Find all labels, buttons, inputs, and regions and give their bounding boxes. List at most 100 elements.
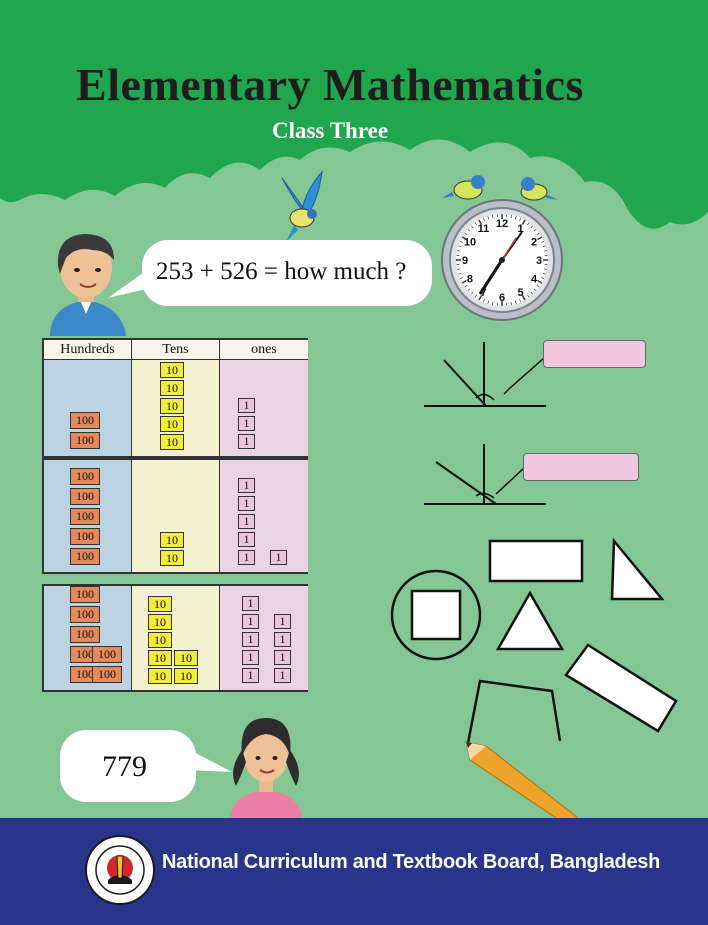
place-value-column xyxy=(220,460,308,572)
answer-bubble: 779 xyxy=(60,730,196,802)
clock-tick xyxy=(514,300,517,304)
hundred-block: 100 xyxy=(70,606,100,623)
clock-tick xyxy=(543,250,548,252)
hundred-block: 100 xyxy=(70,468,100,485)
one-block: 1 xyxy=(242,596,259,611)
ten-block: 10 xyxy=(160,550,184,566)
clock-tick xyxy=(533,228,537,232)
one-block: 1 xyxy=(238,416,255,431)
ten-block: 10 xyxy=(160,532,184,548)
clock-tick xyxy=(519,299,522,303)
clock-tick xyxy=(464,284,468,288)
geometric-shapes xyxy=(390,537,678,744)
clock-number: 10 xyxy=(464,237,476,249)
ten-block: 10 xyxy=(148,596,172,612)
clock-tick xyxy=(530,291,534,295)
clock-tick xyxy=(467,288,471,292)
column-header: Hundreds xyxy=(44,340,132,360)
clock-tick xyxy=(470,291,474,295)
ten-block: 10 xyxy=(160,380,184,396)
clock-tick xyxy=(492,301,494,306)
one-block: 1 xyxy=(274,632,291,647)
place-value-table: 100 100 100 100 100 10 10 1 1 1 1 1 1 xyxy=(42,458,308,574)
clock-tick xyxy=(533,288,537,292)
column-header: Tens xyxy=(132,340,220,360)
one-block: 1 xyxy=(238,478,255,493)
clock-tick xyxy=(514,216,517,220)
nctb-logo-icon xyxy=(85,835,155,905)
angle-label-box-2 xyxy=(523,453,639,481)
angle-label-box xyxy=(543,340,646,368)
hundred-block: 100 xyxy=(70,508,100,525)
boy-illustration xyxy=(50,234,126,336)
clock-tick xyxy=(467,228,471,232)
clock-tick xyxy=(510,301,512,306)
clock-tick xyxy=(537,279,543,284)
one-block: 1 xyxy=(242,632,259,647)
ten-block: 10 xyxy=(148,668,172,684)
clock-tick xyxy=(459,240,463,243)
place-value-table: Hundreds Tens ones 100 100 10 10 10 10 10 1 1 1 xyxy=(42,338,308,458)
ten-block: 10 xyxy=(174,668,198,684)
ten-block: 10 xyxy=(148,650,172,666)
clock-number: 8 xyxy=(467,274,473,286)
clock-tick xyxy=(482,299,485,303)
one-block: 1 xyxy=(270,550,287,565)
clock-tick xyxy=(521,295,526,301)
clock-number: 7 xyxy=(480,287,486,299)
book-title: Elementary Mathematics xyxy=(76,59,584,110)
hundred-block: 100 xyxy=(70,626,100,643)
clock-tick xyxy=(526,294,530,298)
clock-tick xyxy=(541,240,545,243)
one-block: 1 xyxy=(242,614,259,629)
ten-block: 10 xyxy=(160,362,184,378)
clock-tick xyxy=(461,236,467,241)
clock-tick xyxy=(526,222,530,226)
flying-bird-icon xyxy=(281,170,323,242)
ten-block: 10 xyxy=(160,416,184,432)
clock-tick xyxy=(541,277,545,280)
ten-block: 10 xyxy=(174,650,198,666)
hundred-block: 100 xyxy=(70,548,100,565)
clock-tick xyxy=(492,214,494,219)
clock-tick xyxy=(474,222,478,226)
obtuse-angle-figure xyxy=(424,444,546,505)
ten-block: 10 xyxy=(148,632,172,648)
one-block: 1 xyxy=(242,650,259,665)
clock-tick xyxy=(458,272,462,275)
clock-tick xyxy=(458,245,462,248)
hundred-block: 100 xyxy=(70,586,100,603)
ten-block: 10 xyxy=(160,434,184,450)
question-bubble: 253 + 526 = how much ? xyxy=(142,240,432,306)
column-header: ones xyxy=(220,340,308,360)
one-block: 1 xyxy=(238,514,255,529)
clock-tick xyxy=(456,250,461,252)
clock-number: 11 xyxy=(478,223,490,235)
ten-block: 10 xyxy=(148,614,172,630)
clock-tick xyxy=(542,245,546,248)
clock-tick xyxy=(519,217,522,221)
one-block: 1 xyxy=(238,532,255,547)
clock-number: 1 xyxy=(517,223,523,235)
hundred-block: 100 xyxy=(70,488,100,505)
one-block: 1 xyxy=(274,614,291,629)
one-block: 1 xyxy=(238,550,255,565)
clock-number: 4 xyxy=(531,274,538,286)
one-block: 1 xyxy=(274,668,291,683)
clock-tick xyxy=(537,236,543,241)
girl-illustration xyxy=(230,718,302,818)
one-block: 1 xyxy=(238,434,255,449)
clock-number: 3 xyxy=(536,255,542,267)
place-value-column xyxy=(220,586,308,690)
one-block: 1 xyxy=(274,650,291,665)
hundred-block: 100 xyxy=(92,646,122,663)
hundred-block: 100 xyxy=(92,666,122,683)
one-block: 1 xyxy=(242,668,259,683)
hundred-block: 100 xyxy=(70,432,100,449)
hundred-block: 100 xyxy=(70,412,100,429)
clock-tick xyxy=(536,284,540,288)
class-subtitle: Class Three xyxy=(271,118,389,143)
clock-number: 12 xyxy=(496,218,508,230)
acute-angle-figure xyxy=(424,342,546,407)
place-value-column xyxy=(220,360,308,456)
